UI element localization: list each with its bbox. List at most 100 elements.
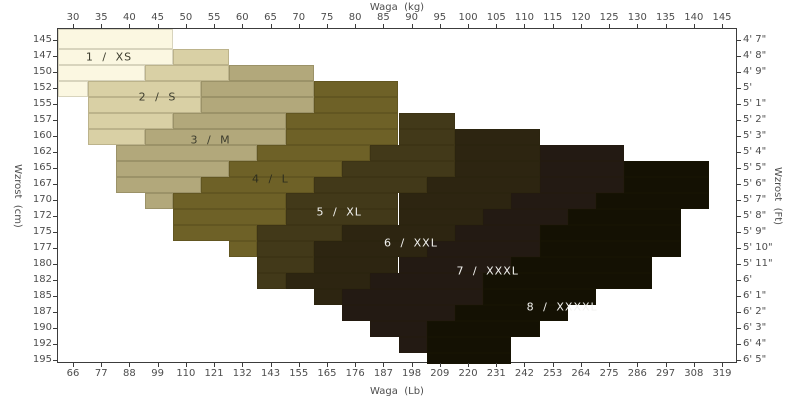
x-tick-label-kg: 110 (514, 12, 535, 23)
tick-mark (383, 24, 385, 28)
size-region-4 (285, 129, 399, 145)
y-tick-label-cm: 190 (32, 322, 52, 333)
size-region-8 (596, 193, 709, 209)
tick-mark (580, 363, 582, 367)
tick-mark (665, 363, 667, 367)
tick-mark (737, 152, 741, 153)
size-region-6 (313, 257, 399, 273)
x-tick-label-kg: 135 (656, 12, 676, 23)
tick-mark (737, 264, 741, 265)
y-tick-label-ft: 6' 1" (743, 290, 767, 301)
size-region-7 (370, 273, 484, 289)
x-tick-label-kg: 55 (207, 12, 221, 23)
x-tick-label-kg: 105 (486, 12, 506, 23)
size-region-3 (229, 65, 314, 81)
y-tick-label-cm: 150 (32, 66, 52, 77)
size-region-3 (116, 145, 258, 161)
y-tick-label-ft: 5' 9" (743, 226, 767, 237)
y-tick-label-cm: 185 (32, 290, 52, 301)
x-tick-label-lb: 297 (656, 368, 676, 379)
x-axis-title-top: Waga (kg) (369, 2, 425, 13)
y-tick-label-cm: 180 (32, 258, 52, 269)
tick-mark (737, 104, 741, 105)
tick-mark (355, 363, 357, 367)
y-tick-label-ft: 5' 8" (743, 210, 767, 221)
tick-mark (53, 264, 57, 265)
x-tick-label-kg: 120 (571, 12, 591, 23)
tick-mark (439, 24, 441, 28)
tick-mark (737, 56, 741, 57)
x-tick-label-lb: 132 (232, 368, 252, 379)
tick-mark (53, 280, 57, 281)
size-region-5 (257, 257, 314, 273)
size-region-4 (257, 145, 371, 161)
size-region-4 (172, 193, 286, 209)
size-region-1 (58, 49, 173, 65)
tick-mark (737, 296, 741, 297)
y-tick-label-ft: 4' 7" (743, 34, 767, 45)
tick-mark (185, 363, 187, 367)
size-region-2 (88, 81, 201, 97)
tick-mark (214, 24, 216, 28)
size-region-4 (313, 97, 399, 113)
tick-mark (270, 24, 272, 28)
tick-mark (129, 24, 131, 28)
y-tick-label-cm: 182 (32, 274, 52, 285)
y-tick-label-ft: 6' 4" (743, 338, 767, 349)
size-region-2 (172, 49, 230, 65)
tick-mark (737, 216, 741, 217)
size-region-8 (454, 305, 568, 321)
y-tick-label-ft: 5' 4" (743, 146, 767, 157)
size-region-7 (398, 257, 512, 273)
x-tick-label-kg: 70 (292, 12, 306, 23)
x-tick-label-lb: 121 (204, 368, 224, 379)
x-tick-label-lb: 275 (599, 368, 619, 379)
size-region-1 (58, 81, 89, 97)
tick-mark (157, 363, 159, 367)
y-tick-label-ft: 6' (743, 274, 753, 285)
y-tick-label-cm: 165 (32, 162, 52, 173)
size-label-2: 2 / S (138, 90, 177, 104)
x-tick-label-lb: 176 (345, 368, 365, 379)
tick-mark (53, 152, 57, 153)
tick-mark (298, 363, 300, 367)
y-tick-label-ft: 4' 9" (743, 66, 767, 77)
size-region-5 (285, 193, 399, 209)
size-region-5 (342, 161, 455, 177)
size-label-7: 7 / XXXL (456, 264, 519, 278)
y-tick-label-ft: 4' 8" (743, 50, 767, 61)
size-region-5 (370, 145, 455, 161)
size-region-4 (200, 177, 314, 193)
y-tick-label-ft: 5' 5" (743, 162, 767, 173)
x-tick-label-lb: 165 (317, 368, 337, 379)
tick-mark (552, 363, 554, 367)
size-region-3 (144, 193, 173, 209)
size-region-8 (426, 321, 540, 337)
tick-mark (737, 168, 741, 169)
y-tick-label-cm: 155 (32, 98, 52, 109)
y-tick-label-ft: 5' 3" (743, 130, 767, 141)
x-tick-label-kg: 30 (66, 12, 80, 23)
tick-mark (468, 24, 470, 28)
size-region-6 (454, 145, 540, 161)
size-region-6 (398, 209, 484, 225)
size-region-6 (313, 241, 427, 257)
tick-mark (53, 200, 57, 201)
tick-mark (737, 312, 741, 313)
tick-mark (737, 280, 741, 281)
size-region-3 (200, 97, 314, 113)
x-tick-label-lb: 143 (260, 368, 281, 379)
tick-mark (53, 248, 57, 249)
size-region-2 (88, 97, 201, 113)
size-label-6: 6 / XXL (383, 236, 438, 250)
x-tick-label-kg: 85 (377, 12, 390, 23)
tick-mark (737, 344, 741, 345)
tick-mark (609, 24, 611, 28)
x-tick-label-lb: 77 (94, 368, 108, 379)
x-tick-label-lb: 242 (514, 368, 535, 379)
size-region-8 (483, 289, 596, 305)
size-region-2 (144, 65, 230, 81)
x-tick-label-kg: 145 (712, 12, 732, 23)
tick-mark (737, 72, 741, 73)
tick-mark (185, 24, 187, 28)
